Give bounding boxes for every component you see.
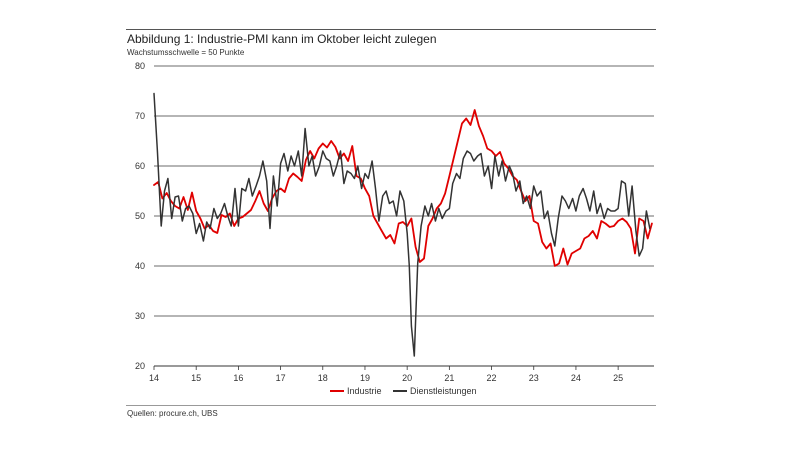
series-lines xyxy=(153,92,653,357)
series-line-industrie xyxy=(153,109,653,267)
y-tick-label: 70 xyxy=(135,111,145,121)
x-tick-label: 18 xyxy=(318,373,328,383)
axes xyxy=(153,366,619,370)
x-tick-label: 20 xyxy=(402,373,412,383)
y-tick-label: 30 xyxy=(135,311,145,321)
source-note: Quellen: procure.ch, UBS xyxy=(127,409,218,418)
grid-lines xyxy=(154,65,654,367)
x-tick-label: 19 xyxy=(360,373,370,383)
y-tick-label: 40 xyxy=(135,261,145,271)
y-tick-label: 60 xyxy=(135,161,145,171)
legend-item-dienstleistungen: Dienstleistungen xyxy=(393,386,477,396)
x-tick-label: 21 xyxy=(444,373,454,383)
x-tick-label: 23 xyxy=(529,373,539,383)
x-tick-label: 17 xyxy=(276,373,286,383)
x-tick-label: 25 xyxy=(613,373,623,383)
chart-title: Abbildung 1: Industrie-PMI kann im Oktob… xyxy=(127,32,437,46)
x-tick-label: 14 xyxy=(149,373,159,383)
bottom-rule xyxy=(126,405,656,406)
y-tick-labels: 20 30 40 50 60 70 80 xyxy=(135,61,145,371)
x-tick-labels: 14 15 16 17 18 19 20 21 22 23 24 25 xyxy=(149,373,623,383)
x-tick-label: 15 xyxy=(191,373,201,383)
y-tick-label: 50 xyxy=(135,211,145,221)
legend-swatch-dienstleistungen xyxy=(393,389,407,392)
x-tick-label: 16 xyxy=(233,373,243,383)
y-tick-label: 20 xyxy=(135,361,145,371)
x-tick-label: 22 xyxy=(487,373,497,383)
legend-swatch-industrie xyxy=(330,389,344,392)
y-tick-label: 80 xyxy=(135,61,145,71)
x-tick-label: 24 xyxy=(571,373,581,383)
chart-subtitle: Wachstumsschwelle = 50 Punkte xyxy=(127,48,245,57)
legend-label-industrie: Industrie xyxy=(347,386,382,396)
series-line-dienstleistungen xyxy=(153,92,651,357)
top-rule xyxy=(126,29,656,30)
legend: Industrie Dienstleistungen xyxy=(0,386,800,400)
legend-item-industrie: Industrie xyxy=(330,386,382,396)
legend-label-dienstleistungen: Dienstleistungen xyxy=(410,386,477,396)
